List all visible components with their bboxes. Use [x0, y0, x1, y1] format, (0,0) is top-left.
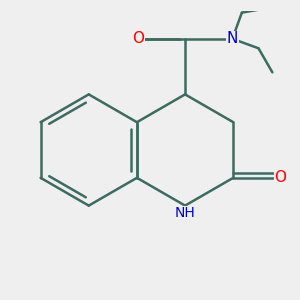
- Text: N: N: [227, 31, 238, 46]
- Text: NH: NH: [175, 206, 196, 220]
- Text: O: O: [132, 31, 144, 46]
- Text: O: O: [274, 170, 286, 185]
